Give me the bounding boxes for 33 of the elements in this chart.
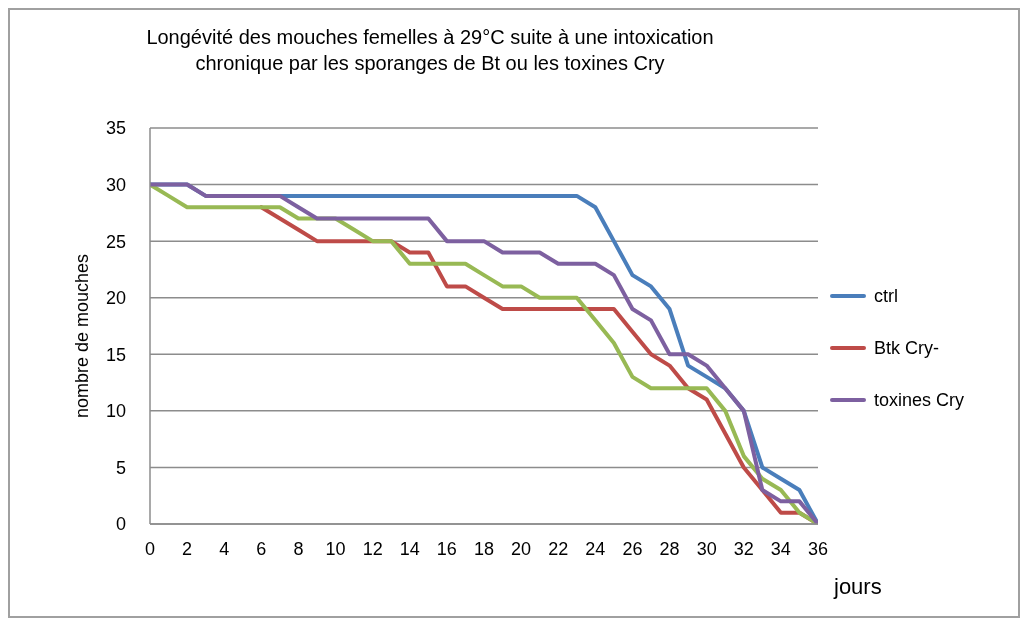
y-axis-title: nombre de mouches — [72, 253, 92, 419]
y-tick-label: 10 — [105, 401, 126, 422]
x-tick-label: 32 — [733, 538, 754, 559]
x-tick-label: 6 — [256, 538, 267, 559]
x-tick-label: 4 — [219, 538, 230, 559]
x-tick-label: 20 — [511, 538, 532, 559]
y-tick-label: 5 — [115, 457, 126, 478]
y-tick-label: 30 — [105, 174, 126, 195]
x-tick-label: 8 — [293, 538, 304, 559]
x-tick-label: 16 — [436, 538, 457, 559]
x-tick-label: 18 — [473, 538, 495, 559]
x-tick-label: 36 — [807, 538, 829, 559]
legend-label: ctrl — [874, 285, 898, 307]
x-tick-label: 22 — [548, 538, 569, 559]
x-tick-label: 24 — [585, 538, 606, 559]
x-tick-label: 0 — [144, 538, 156, 559]
y-tick-label: 35 — [105, 118, 126, 139]
x-tick-label: 10 — [325, 538, 346, 559]
x-tick-label: 28 — [659, 538, 680, 559]
legend-label: Btk Cry- — [874, 337, 939, 359]
x-tick-label: 2 — [182, 538, 193, 559]
x-tick-label: 26 — [622, 538, 643, 559]
y-tick-label: 15 — [105, 344, 126, 365]
x-tick-label: 12 — [362, 538, 383, 559]
x-tick-label: 30 — [696, 538, 717, 559]
x-tick-label: 34 — [770, 538, 791, 559]
y-tick-label: 25 — [105, 231, 126, 252]
x-tick-label: 14 — [399, 538, 420, 559]
y-tick-label: 20 — [105, 288, 126, 309]
legend-label: toxines Cry — [874, 389, 965, 411]
x-axis-title: jours — [833, 574, 882, 599]
chart-title: Longévité des mouches femelles à 29°C suite à une intoxication chronique par les sporanges de Bt ou les toxines Cry — [145, 25, 715, 76]
y-tick-label: 0 — [115, 514, 126, 535]
